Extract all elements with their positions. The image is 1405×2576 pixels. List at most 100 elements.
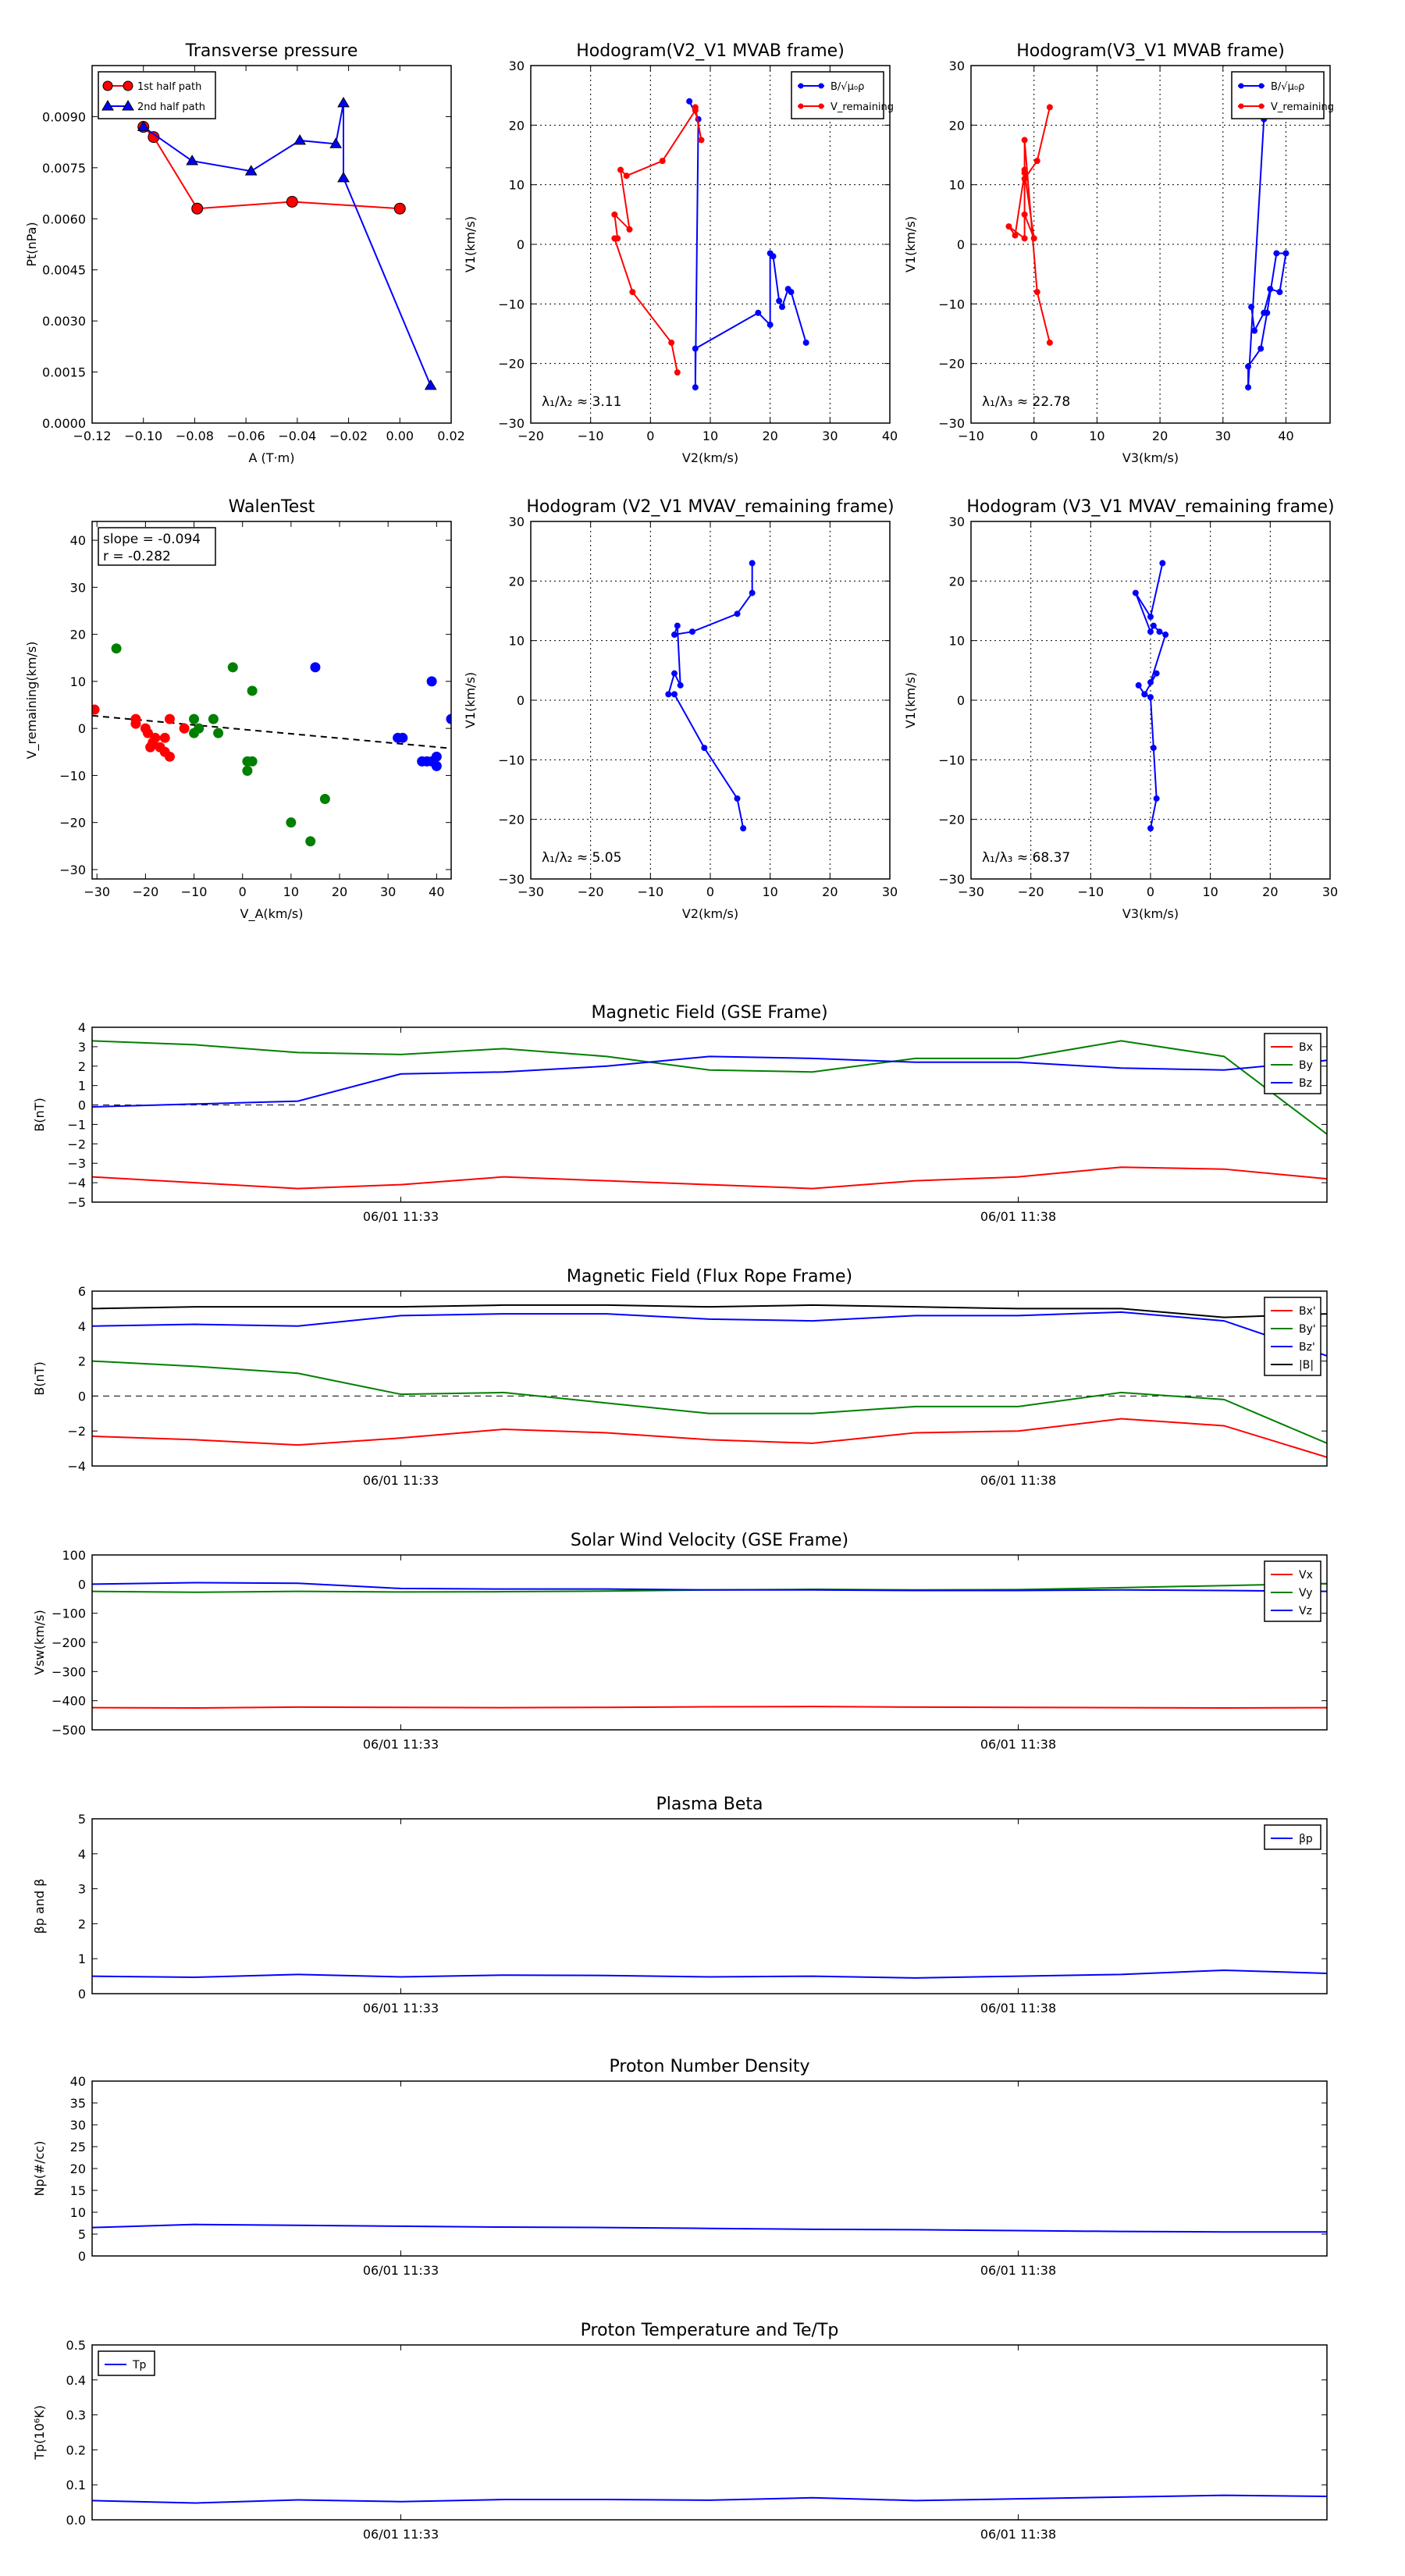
y-tick-label: 5 — [78, 2227, 86, 2242]
legend-marker — [123, 80, 133, 91]
data-point — [1147, 614, 1154, 621]
y-tick-label: 20 — [70, 2161, 86, 2176]
ratio-annotation: λ₁/λ₂ ≈ 5.05 — [542, 850, 621, 866]
data-point — [164, 751, 175, 762]
y-tick-label: 30 — [70, 2118, 86, 2133]
data-point — [286, 817, 297, 828]
y-tick-label: 0 — [517, 693, 525, 708]
y-tick-label: 2 — [78, 1059, 86, 1074]
plot-frame — [530, 521, 891, 880]
x-tick-label: 0 — [239, 884, 247, 899]
x-tick-label: −10 — [578, 429, 604, 443]
y-tick-label: −400 — [52, 1694, 86, 1709]
x-tick-label: −20 — [1018, 884, 1044, 899]
y-tick-label: −30 — [938, 416, 965, 431]
series-line-1 — [1008, 107, 1051, 343]
y-tick-label: 25 — [70, 2140, 86, 2154]
chart-panel-tp: −0.12 −0.10 −0.08 −0.06 −0.04 −0.02 0.00 0.02 0.… — [24, 41, 465, 465]
chart-title: Proton Number Density — [610, 2057, 810, 2076]
data-point — [446, 713, 451, 724]
x-tick-label: −0.06 — [227, 429, 265, 443]
data-point — [671, 691, 678, 698]
y-tick-label: 1 — [78, 1952, 86, 1966]
data-point — [692, 384, 699, 391]
x-axis-label: V3(km/s) — [1122, 450, 1179, 465]
y-tick-label: 10 — [70, 674, 86, 689]
data-point — [208, 713, 219, 724]
legend-label: 2nd half path — [137, 101, 205, 113]
y-tick-label: 1 — [78, 1079, 86, 1094]
ratio-annotation: λ₁/λ₂ ≈ 3.11 — [542, 394, 621, 410]
stats-text: r = -0.282 — [103, 549, 171, 564]
y-tick-label: 3 — [78, 1882, 86, 1897]
x-axis-label: V3(km/s) — [1122, 906, 1179, 921]
x-tick-label: 30 — [822, 429, 838, 443]
time-tick-label: 06/01 11:38 — [980, 2527, 1056, 2542]
x-axis-label: V_A(km/s) — [240, 906, 304, 922]
data-point — [692, 107, 699, 114]
x-tick-label: −20 — [578, 884, 604, 899]
y-tick-label: 10 — [509, 634, 525, 649]
data-point — [213, 728, 224, 738]
data-point — [611, 211, 618, 218]
x-tick-label: −10 — [181, 884, 208, 899]
data-point — [734, 610, 741, 617]
data-point — [1147, 825, 1154, 832]
y-tick-label: 100 — [62, 1548, 86, 1563]
data-point — [749, 560, 756, 567]
legend-marker — [122, 100, 134, 111]
y-axis-label: Pt(nPa) — [24, 222, 39, 266]
chart-panel-hodo3: −30 −20 −10 0 10 20 30 −30 −20 −10 0 10 20 30 V2(km/s)… — [463, 497, 898, 921]
data-point — [1021, 169, 1028, 176]
data-point — [692, 345, 699, 352]
ratio-annotation: λ₁/λ₃ ≈ 68.37 — [982, 850, 1070, 866]
y-tick-label: −4 — [67, 1176, 86, 1190]
legend-box — [98, 2350, 155, 2376]
ratio-annotation: λ₁/λ₃ ≈ 22.78 — [982, 394, 1070, 410]
y-tick-label: 2 — [78, 1916, 86, 1931]
legend-label: B/√μ₀ρ — [1271, 81, 1304, 93]
y-tick-label: 30 — [509, 514, 525, 529]
x-tick-label: 20 — [1262, 884, 1278, 899]
legend-label: Tp — [132, 2359, 147, 2371]
y-tick-label: 0 — [78, 1987, 86, 2001]
data-point — [142, 728, 153, 738]
y-tick-label: 0.4 — [66, 2373, 86, 2388]
plot-area — [611, 98, 809, 391]
x-tick-label: 20 — [822, 884, 838, 899]
y-tick-label: −30 — [938, 872, 965, 887]
data-point — [179, 723, 190, 734]
y-tick-label: 0.0075 — [42, 161, 86, 176]
data-point — [431, 751, 442, 762]
data-point — [1257, 345, 1264, 352]
x-axis-label: V2(km/s) — [682, 450, 738, 465]
x-tick-label: −10 — [637, 884, 663, 899]
data-point — [802, 339, 809, 346]
legend-box — [1264, 1824, 1321, 1850]
data-point — [189, 713, 200, 724]
data-point — [776, 297, 783, 304]
data-point — [1012, 232, 1019, 239]
chart-panel-walen: −30 −20 −10 0 10 20 30 40 −30 −20 −10 0 10 20 30 40 V_A(… — [24, 497, 452, 922]
legend-marker — [101, 100, 114, 111]
data-point — [740, 825, 747, 832]
data-point — [247, 685, 258, 696]
series-line-0 — [92, 1969, 1327, 1979]
y-tick-label: 6 — [78, 1284, 86, 1299]
plot-frame — [91, 2080, 1328, 2257]
data-point — [164, 713, 175, 724]
legend-marker — [1238, 103, 1244, 109]
y-tick-label: 30 — [70, 580, 86, 595]
legend-label: Bx — [1299, 1041, 1313, 1054]
y-tick-label: 30 — [949, 59, 965, 73]
plot-area — [665, 560, 756, 832]
series-line-0 — [143, 126, 400, 210]
x-tick-label: −30 — [518, 884, 544, 899]
y-tick-label: −20 — [59, 816, 86, 831]
data-point — [755, 309, 762, 316]
y-axis-label: Np(#/cc) — [32, 2141, 47, 2197]
data-point — [337, 171, 350, 183]
y-tick-label: 0 — [78, 721, 86, 736]
plot-area — [92, 1969, 1327, 1979]
data-point — [145, 742, 156, 753]
